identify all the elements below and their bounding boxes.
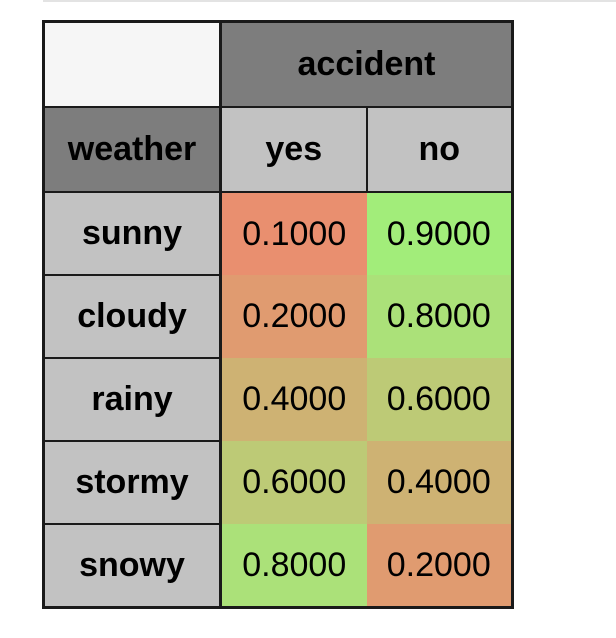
table-row: cloudy 0.2000 0.8000 [42, 274, 513, 359]
row-label-sunny: sunny [42, 191, 222, 276]
child-state-header-no: no [365, 106, 514, 193]
probability-cell: 0.2000 [220, 275, 367, 358]
row-label-snowy: snowy [42, 523, 222, 609]
table-header-row-1: accident [42, 20, 514, 108]
table-row: stormy 0.6000 0.4000 [42, 440, 513, 525]
child-variable-header: accident [219, 20, 514, 108]
table-row: sunny 0.1000 0.9000 [42, 191, 513, 276]
probability-cell: 0.1000 [220, 192, 367, 275]
parent-variable-header: weather [42, 106, 222, 193]
child-state-header-yes: yes [219, 106, 368, 193]
probability-cell: 0.8000 [220, 524, 367, 608]
probability-cell: 0.8000 [366, 275, 513, 358]
row-label-cloudy: cloudy [42, 274, 222, 359]
probability-cell: 0.4000 [220, 358, 367, 441]
row-label-stormy: stormy [42, 440, 222, 525]
probability-cell: 0.6000 [220, 441, 367, 524]
probability-cell: 0.2000 [366, 524, 513, 608]
row-label-rainy: rainy [42, 357, 222, 442]
probability-cell: 0.9000 [366, 192, 513, 275]
table-row: rainy 0.4000 0.6000 [42, 357, 513, 442]
table-header-row-2: weather yes no [42, 106, 514, 193]
table-row: snowy 0.8000 0.2000 [42, 523, 513, 609]
conditional-probability-table: accident weather yes no sunny 0.1000 0.9… [42, 20, 514, 609]
probability-cell: 0.6000 [366, 358, 513, 441]
corner-cell [42, 20, 222, 108]
top-divider [43, 0, 616, 2]
probability-table-container: accident weather yes no sunny 0.1000 0.9… [42, 20, 514, 609]
probability-cell: 0.4000 [366, 441, 513, 524]
